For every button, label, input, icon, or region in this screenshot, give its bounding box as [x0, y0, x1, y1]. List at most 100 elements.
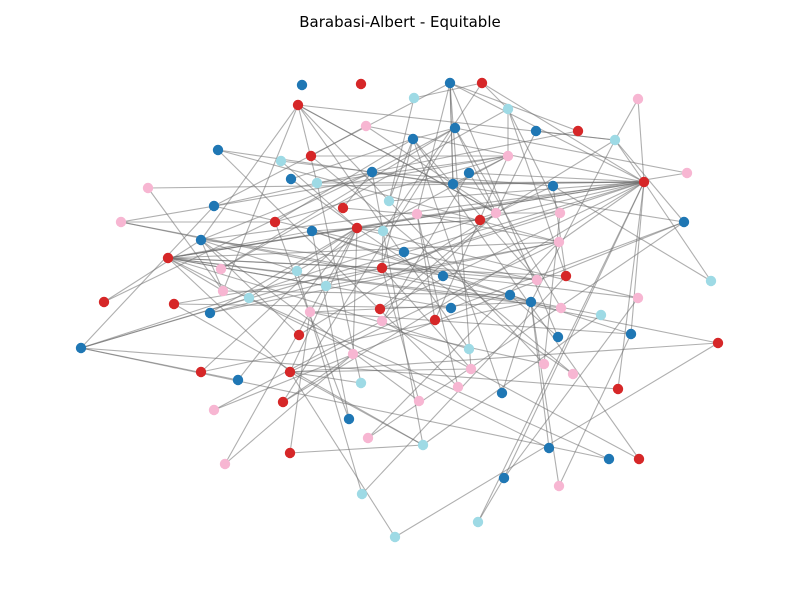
graph-node — [553, 236, 565, 248]
graph-edge — [382, 82, 483, 232]
graph-edge — [290, 178, 358, 229]
edge-layer — [80, 82, 719, 538]
graph-edge — [200, 181, 645, 241]
graph-edge — [120, 155, 509, 223]
graph-node — [502, 103, 514, 115]
graph-node — [595, 309, 607, 321]
graph-edge — [289, 227, 358, 373]
graph-edge — [289, 371, 396, 538]
graph-node — [195, 234, 207, 246]
graph-node — [356, 488, 368, 500]
graph-node — [208, 200, 220, 212]
graph-edge — [495, 130, 537, 214]
graph-edge — [120, 221, 719, 344]
graph-node — [502, 150, 514, 162]
graph-node — [429, 314, 441, 326]
graph-edge — [290, 138, 414, 180]
graph-edge — [311, 219, 481, 232]
graph-node — [305, 150, 317, 162]
graph-node — [362, 432, 374, 444]
graph-edge — [280, 160, 373, 173]
graph-edge — [530, 301, 560, 487]
graph-node — [292, 99, 304, 111]
graph-node — [284, 366, 296, 378]
graph-node — [296, 79, 308, 91]
graph-node — [376, 262, 388, 274]
graph-edge — [381, 267, 472, 370]
graph-edge — [468, 172, 645, 183]
graph-edge — [501, 301, 532, 394]
graph-node — [208, 404, 220, 416]
graph-edge — [614, 139, 685, 223]
graph-edge — [282, 181, 645, 403]
graph-node — [351, 222, 363, 234]
graph-node — [474, 214, 486, 226]
graph-node — [168, 298, 180, 310]
graph-node — [293, 329, 305, 341]
graph-edge — [80, 212, 497, 349]
graph-node — [531, 274, 543, 286]
graph-node — [285, 173, 297, 185]
graph-edge — [309, 301, 532, 313]
graph-edge — [614, 139, 645, 183]
node-layer — [75, 77, 724, 543]
graph-node — [219, 458, 231, 470]
graph-edge — [167, 241, 560, 259]
graph-edge — [309, 311, 545, 365]
graph-edge — [558, 333, 632, 487]
graph-node — [389, 531, 401, 543]
graph-edge — [282, 127, 456, 403]
graph-edge — [147, 181, 645, 189]
graph-node — [142, 182, 154, 194]
graph-node — [632, 292, 644, 304]
graph-edge — [213, 320, 383, 411]
graph-edge — [289, 311, 311, 454]
graph-node — [530, 125, 542, 137]
graph-edge — [434, 155, 509, 321]
graph-edge — [342, 207, 481, 221]
graph-node — [355, 78, 367, 90]
graph-edge — [80, 205, 215, 349]
graph-node — [498, 472, 510, 484]
graph-node — [115, 216, 127, 228]
graph-edge — [412, 138, 640, 460]
graph-edge — [637, 98, 645, 183]
graph-edge — [80, 347, 610, 460]
graph-edge — [361, 275, 567, 495]
graph-node — [360, 120, 372, 132]
graph-node — [413, 395, 425, 407]
graph-edge — [200, 301, 532, 373]
graph-node — [417, 439, 429, 451]
graph-edge — [80, 181, 645, 349]
graph-node — [212, 144, 224, 156]
graph-edge — [412, 138, 503, 394]
graph-node — [437, 270, 449, 282]
graph-edge — [316, 130, 579, 184]
graph-node — [217, 285, 229, 297]
graph-node — [447, 178, 459, 190]
graph-edge — [282, 353, 354, 403]
graph-node — [567, 368, 579, 380]
graph-node — [355, 377, 367, 389]
graph-node — [496, 387, 508, 399]
graph-node — [398, 246, 410, 258]
graph-node — [291, 265, 303, 277]
graph-edge — [167, 257, 291, 373]
graph-edge — [297, 104, 318, 184]
graph-node — [444, 77, 456, 89]
graph-node — [243, 292, 255, 304]
graph-edge — [220, 127, 456, 270]
graph-edge — [381, 320, 640, 460]
graph-edge — [388, 138, 414, 202]
graph-node — [490, 207, 502, 219]
graph-edge — [454, 127, 688, 174]
graph-edge — [213, 182, 318, 207]
graph-edge — [80, 347, 619, 390]
graph-node — [538, 358, 550, 370]
graph-edge — [356, 227, 639, 299]
graph-node — [75, 342, 87, 354]
graph-node — [463, 343, 475, 355]
graph-node — [543, 442, 555, 454]
graph-edge — [224, 353, 354, 465]
graph-edge — [503, 181, 645, 479]
